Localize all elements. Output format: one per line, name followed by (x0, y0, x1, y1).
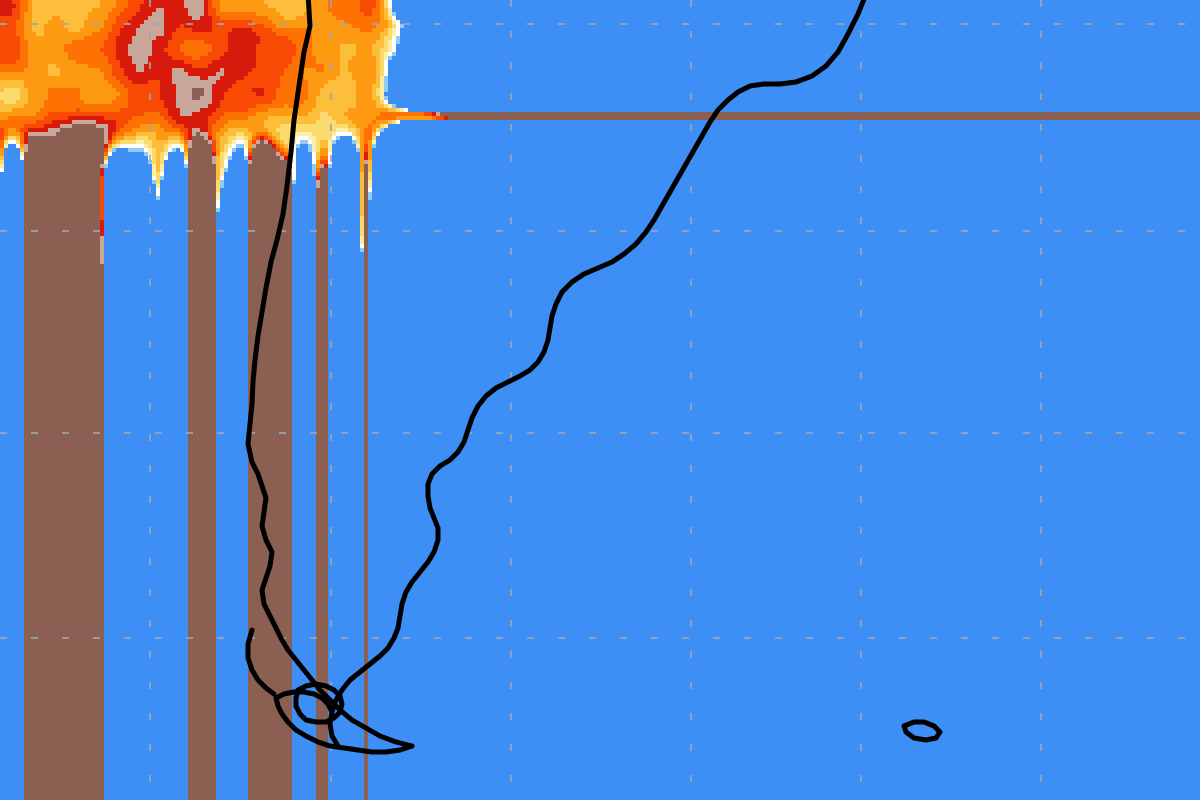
anomaly-map (0, 0, 1200, 800)
anomaly-raster (0, 0, 1200, 800)
